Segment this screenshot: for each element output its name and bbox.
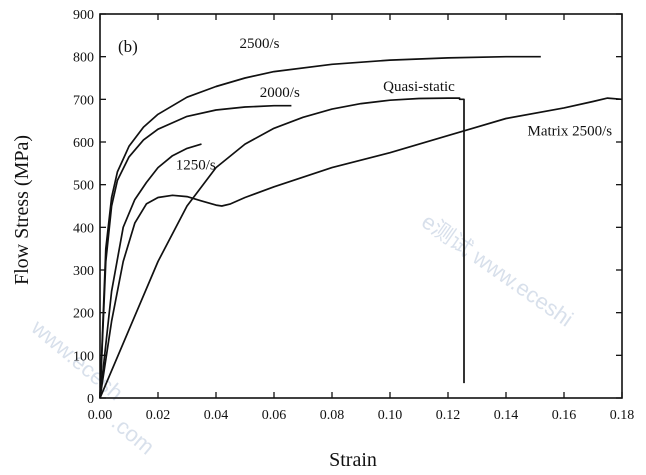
panel-label: (b) xyxy=(118,37,138,56)
series-line-quasi-static xyxy=(99,97,465,399)
x-tick-label: 0.12 xyxy=(436,408,461,423)
y-tick-label: 600 xyxy=(73,136,94,151)
series-label: 2500/s xyxy=(239,36,279,52)
y-tick-label: 100 xyxy=(73,349,94,364)
x-tick-label: 0.04 xyxy=(204,408,229,423)
x-tick-label: 0.10 xyxy=(378,408,403,423)
y-tick-label: 800 xyxy=(73,51,94,66)
axis-ticks: 0.00 0.02 0.04 0.06 0.08 0.10 0.12 0.14 0.16 0.18… xyxy=(73,8,634,423)
series-label: 2000/s xyxy=(260,85,300,101)
series-line-1250-s xyxy=(99,143,202,399)
x-tick-label: 0.08 xyxy=(320,408,345,423)
y-tick-label: 0 xyxy=(87,392,94,407)
plot-frame xyxy=(99,13,623,399)
x-tick-label: 0.06 xyxy=(262,408,287,423)
series-label: Matrix 2500/s xyxy=(528,124,613,140)
x-tick-label: 0.00 xyxy=(88,408,113,423)
series-label: Quasi-static xyxy=(383,79,455,95)
curve-labels: 2500/s 2000/s Quasi-static 1250/s Matrix 250… xyxy=(176,36,613,174)
y-tick-label: 700 xyxy=(73,93,94,108)
watermark-text: e测试 www.eceshi xyxy=(417,209,578,332)
x-tick-label: 0.18 xyxy=(610,408,635,423)
data-curves xyxy=(99,55,623,399)
series-line-2000-s xyxy=(99,104,292,399)
y-axis-title: Flow Stress (MPa) xyxy=(11,135,33,285)
y-tick-label: 500 xyxy=(73,179,94,194)
x-axis-title: Strain xyxy=(329,449,377,471)
x-tick-label: 0.14 xyxy=(494,408,519,423)
x-tick-label: 0.16 xyxy=(552,408,577,423)
y-tick-label: 900 xyxy=(73,8,94,23)
y-tick-label: 400 xyxy=(73,221,94,236)
series-label: 1250/s xyxy=(176,158,216,174)
series-line-2500-s xyxy=(99,55,541,399)
y-tick-label: 200 xyxy=(73,307,94,322)
series-line-matrix-2500-s xyxy=(99,97,623,399)
y-tick-label: 300 xyxy=(73,264,94,279)
x-tick-label: 0.02 xyxy=(146,408,171,423)
